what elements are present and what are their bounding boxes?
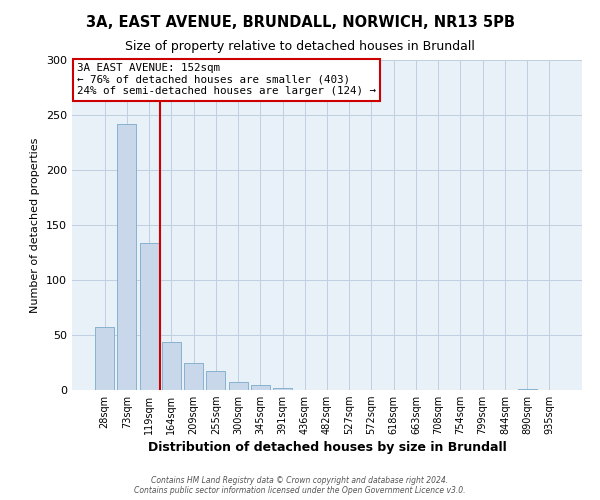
Bar xyxy=(162,342,181,390)
Bar xyxy=(140,242,158,390)
Bar xyxy=(273,388,292,390)
Bar xyxy=(184,362,203,390)
Text: 3A EAST AVENUE: 152sqm
← 76% of detached houses are smaller (403)
24% of semi-de: 3A EAST AVENUE: 152sqm ← 76% of detached… xyxy=(77,64,376,96)
Text: 3A, EAST AVENUE, BRUNDALL, NORWICH, NR13 5PB: 3A, EAST AVENUE, BRUNDALL, NORWICH, NR13… xyxy=(86,15,515,30)
Bar xyxy=(251,384,270,390)
Bar xyxy=(118,124,136,390)
Bar xyxy=(95,328,114,390)
Bar xyxy=(518,389,536,390)
X-axis label: Distribution of detached houses by size in Brundall: Distribution of detached houses by size … xyxy=(148,442,506,454)
Text: Size of property relative to detached houses in Brundall: Size of property relative to detached ho… xyxy=(125,40,475,53)
Bar xyxy=(229,382,248,390)
Bar xyxy=(206,372,225,390)
Text: Contains HM Land Registry data © Crown copyright and database right 2024.
Contai: Contains HM Land Registry data © Crown c… xyxy=(134,476,466,495)
Y-axis label: Number of detached properties: Number of detached properties xyxy=(31,138,40,312)
